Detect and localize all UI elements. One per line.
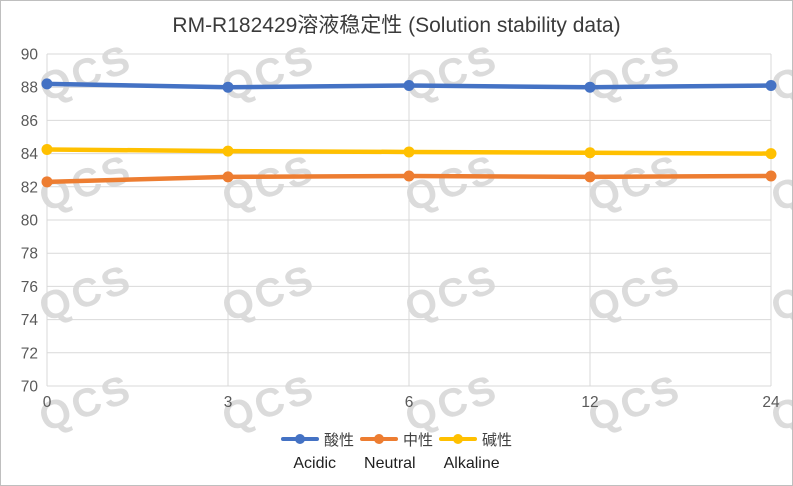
legend: 酸性 中性 碱性 [1,429,792,449]
legend-english-label-alkaline: Alkaline [443,455,500,472]
data-point-neutral-0 [41,176,53,188]
y-tick-label: 70 [21,379,39,396]
y-tick-label: 80 [21,213,39,230]
data-point-acidic-24 [765,80,777,92]
data-point-acidic-0 [41,78,53,90]
legend-label: 酸性 [323,431,354,449]
y-tick-label: 86 [21,113,38,130]
data-point-acidic-3 [222,81,234,93]
y-tick-label: 88 [21,80,38,97]
y-tick-label: 78 [21,246,38,263]
y-tick-label: 84 [21,146,39,163]
y-tick-label: 72 [21,345,38,362]
legend-label: 碱性 [482,431,513,449]
legend-english-label-acidic: Acidic [293,455,337,472]
data-point-alkaline-3 [222,145,234,157]
y-tick-label: 82 [21,179,38,196]
legend-marker-dot-icon [294,434,305,444]
legend-label: 中性 [402,431,433,449]
data-point-neutral-6 [403,170,415,182]
legend-item-acidic: 酸性 [280,429,354,450]
legend-item-neutral: 中性 [359,429,433,450]
x-tick-label: 12 [581,394,598,411]
data-point-acidic-12 [584,81,596,93]
data-point-neutral-24 [765,170,777,182]
legend-marker-icon [280,434,319,444]
data-point-acidic-6 [403,80,415,92]
legend-marker-dot-icon [373,434,384,444]
legend-marker-icon [439,434,477,444]
x-tick-label: 3 [224,394,233,411]
legend-marker-dot-icon [453,434,463,444]
data-point-alkaline-0 [41,143,53,155]
data-point-neutral-12 [584,171,596,183]
y-tick-label: 76 [21,279,38,296]
x-tick-label: 24 [762,394,780,411]
data-point-alkaline-24 [765,148,777,160]
data-point-alkaline-6 [403,146,415,158]
data-point-alkaline-12 [584,147,596,159]
legend-marker-icon [359,434,398,444]
data-point-neutral-3 [222,171,234,183]
x-tick-label: 6 [405,394,414,411]
legend-english-label-neutral: Neutral [364,455,416,472]
y-tick-label: 74 [21,312,39,329]
y-tick-label: 90 [21,47,39,64]
legend-item-alkaline: 碱性 [439,429,512,450]
chart-title: RM-R182429溶液稳定性 (Solution stability data… [172,14,621,37]
line-chart-plot: 70 72 74 76 78 80 82 84 86 88 90 0 3 6 12 24 [21,47,780,412]
legend-english-labels: Acidic Neutral Alkaline [1,453,792,475]
x-tick-label: 0 [43,394,52,411]
